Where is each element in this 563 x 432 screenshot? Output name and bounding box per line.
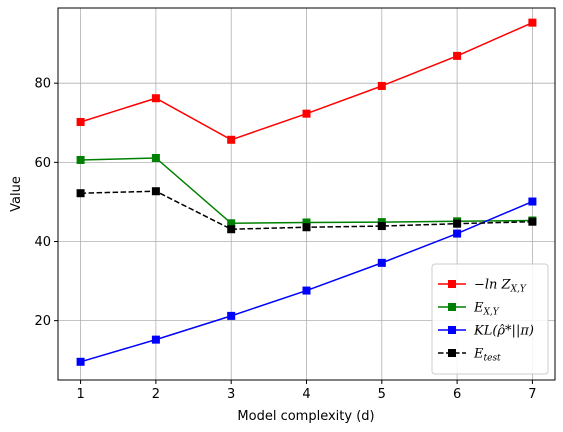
data-point xyxy=(76,117,85,126)
x-tick-label: 1 xyxy=(76,387,84,402)
legend-label: Etest xyxy=(473,347,501,364)
legend-box xyxy=(431,263,549,375)
y-tick-label: 80 xyxy=(34,77,51,92)
data-point xyxy=(151,187,160,196)
data-point xyxy=(453,229,462,238)
data-point xyxy=(302,286,311,295)
data-point xyxy=(302,223,311,232)
legend-entry: KL(ρ̂*||π) xyxy=(438,324,534,339)
y-tick-label: 40 xyxy=(34,235,51,250)
x-tick-label: 6 xyxy=(453,387,461,402)
data-point xyxy=(76,155,85,164)
data-point xyxy=(377,222,386,231)
y-tick-label: 60 xyxy=(34,156,51,171)
x-tick-label: 5 xyxy=(378,387,386,402)
data-point xyxy=(227,311,236,320)
x-tick-label: 2 xyxy=(152,387,160,402)
data-point xyxy=(76,357,85,366)
data-point xyxy=(76,189,85,198)
x-tick-label: 4 xyxy=(302,387,310,402)
legend-swatch-marker xyxy=(448,349,456,357)
y-axis-label: Value xyxy=(9,176,24,212)
x-tick-label: 3 xyxy=(227,387,235,402)
legend-entry: −ln ZX,Y xyxy=(438,278,527,295)
series-layer xyxy=(76,18,537,366)
legend-label: EX,Y xyxy=(473,301,500,318)
data-point xyxy=(528,18,537,27)
data-point xyxy=(302,218,311,227)
legend-entry: Etest xyxy=(438,347,501,364)
data-point xyxy=(151,335,160,344)
legend-label: KL(ρ̂*||π) xyxy=(473,324,534,339)
series-1 xyxy=(76,18,537,144)
legend-swatch-marker xyxy=(448,280,456,288)
data-point xyxy=(528,197,537,206)
legend-entry: EX,Y xyxy=(438,301,500,318)
legend-swatch-marker xyxy=(448,326,456,334)
legend-label: −ln ZX,Y xyxy=(474,278,527,295)
data-point xyxy=(528,217,537,226)
data-point xyxy=(151,153,160,162)
data-point xyxy=(453,219,462,228)
data-point xyxy=(151,94,160,103)
data-point xyxy=(227,135,236,144)
series-4 xyxy=(76,187,537,234)
x-axis-label: Model complexity (d) xyxy=(237,409,374,424)
y-tick-label: 20 xyxy=(34,314,51,329)
data-point xyxy=(453,51,462,60)
series-3 xyxy=(76,197,537,366)
data-point xyxy=(377,258,386,267)
legend-swatch-marker xyxy=(448,303,456,311)
legend: −ln ZX,Y EX,Y KL(ρ̂*||π) Etest xyxy=(431,263,549,375)
x-tick-label: 7 xyxy=(528,387,536,402)
data-point xyxy=(377,81,386,90)
x-axis-ticks: 1 2 3 4 5 6 7 xyxy=(76,380,537,402)
y-axis-ticks: 20 40 60 80 xyxy=(34,77,58,329)
data-point xyxy=(227,219,236,228)
data-point xyxy=(302,109,311,118)
data-point xyxy=(227,225,236,234)
